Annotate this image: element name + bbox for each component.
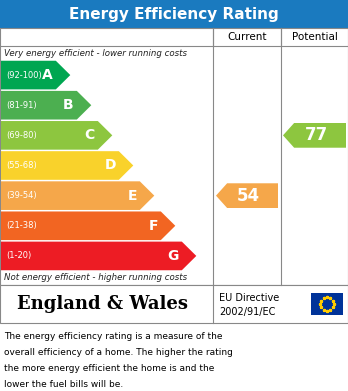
Text: Current: Current	[227, 32, 267, 42]
Polygon shape	[1, 181, 154, 210]
Text: E: E	[127, 188, 137, 203]
Text: (92-100): (92-100)	[6, 70, 42, 80]
Text: Not energy efficient - higher running costs: Not energy efficient - higher running co…	[4, 273, 187, 283]
Polygon shape	[283, 123, 346, 148]
Text: Potential: Potential	[292, 32, 338, 42]
Polygon shape	[1, 121, 112, 150]
Text: EU Directive: EU Directive	[219, 293, 279, 303]
Text: Very energy efficient - lower running costs: Very energy efficient - lower running co…	[4, 48, 187, 57]
Text: (39-54): (39-54)	[6, 191, 37, 200]
Text: England & Wales: England & Wales	[17, 295, 188, 313]
Bar	[0, 0, 348, 28]
Text: 77: 77	[304, 126, 328, 144]
Text: (55-68): (55-68)	[6, 161, 37, 170]
Text: A: A	[42, 68, 53, 82]
Text: C: C	[85, 128, 95, 142]
Text: 54: 54	[237, 187, 260, 204]
Bar	[0, 28, 348, 285]
Text: (69-80): (69-80)	[6, 131, 37, 140]
Text: B: B	[63, 98, 74, 112]
Text: Energy Efficiency Rating: Energy Efficiency Rating	[69, 7, 279, 22]
Bar	[311, 293, 343, 315]
Text: 2002/91/EC: 2002/91/EC	[219, 307, 275, 317]
Text: (81-91): (81-91)	[6, 101, 37, 110]
Text: G: G	[167, 249, 179, 263]
Polygon shape	[1, 242, 196, 270]
Text: the more energy efficient the home is and the: the more energy efficient the home is an…	[4, 364, 214, 373]
Text: The energy efficiency rating is a measure of the: The energy efficiency rating is a measur…	[4, 332, 222, 341]
Polygon shape	[1, 61, 70, 90]
Text: F: F	[148, 219, 158, 233]
Bar	[0, 285, 348, 323]
Polygon shape	[1, 212, 175, 240]
Text: (1-20): (1-20)	[6, 251, 31, 260]
Text: (21-38): (21-38)	[6, 221, 37, 230]
Text: D: D	[104, 158, 116, 172]
Text: overall efficiency of a home. The higher the rating: overall efficiency of a home. The higher…	[4, 348, 233, 357]
Bar	[0, 28, 348, 46]
Polygon shape	[1, 91, 91, 120]
Text: lower the fuel bills will be.: lower the fuel bills will be.	[4, 380, 123, 389]
Polygon shape	[216, 183, 278, 208]
Polygon shape	[1, 151, 133, 180]
